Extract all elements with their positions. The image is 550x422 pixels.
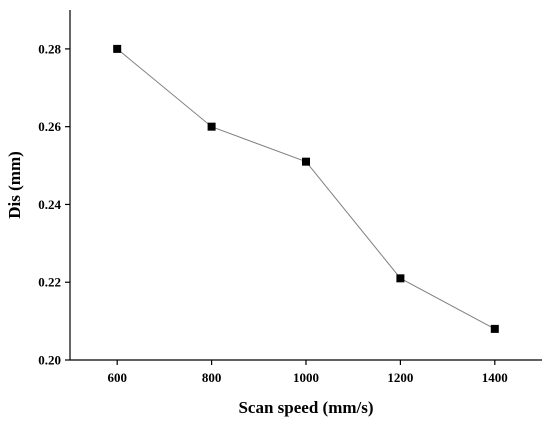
x-axis-label: Scan speed (mm/s) [238,398,373,417]
y-tick-label: 0.28 [38,41,61,56]
data-point-marker [490,324,499,333]
series-layer [113,44,499,333]
x-axis-ticks: 600 800 1000 1200 1400 [107,360,508,385]
x-tick-label: 800 [202,370,222,385]
data-point-marker [302,157,310,166]
data-point-marker [113,44,122,53]
y-tick-label: 0.22 [38,275,61,290]
y-axis-label: Dis (mm) [5,151,24,219]
x-tick-label: 1200 [387,370,413,385]
x-tick-label: 1400 [482,370,508,385]
series-line [116,48,496,330]
plot-frame [69,10,542,361]
y-tick-label: 0.26 [38,119,61,134]
x-tick-label: 1000 [293,370,319,385]
data-point-marker [207,122,216,131]
y-tick-label: 0.20 [38,353,61,368]
y-axis-ticks: 0.20 0.22 0.24 0.26 0.28 [38,41,70,368]
x-tick-label: 600 [107,370,127,385]
data-point-marker [396,274,405,283]
y-tick-label: 0.24 [38,197,61,212]
